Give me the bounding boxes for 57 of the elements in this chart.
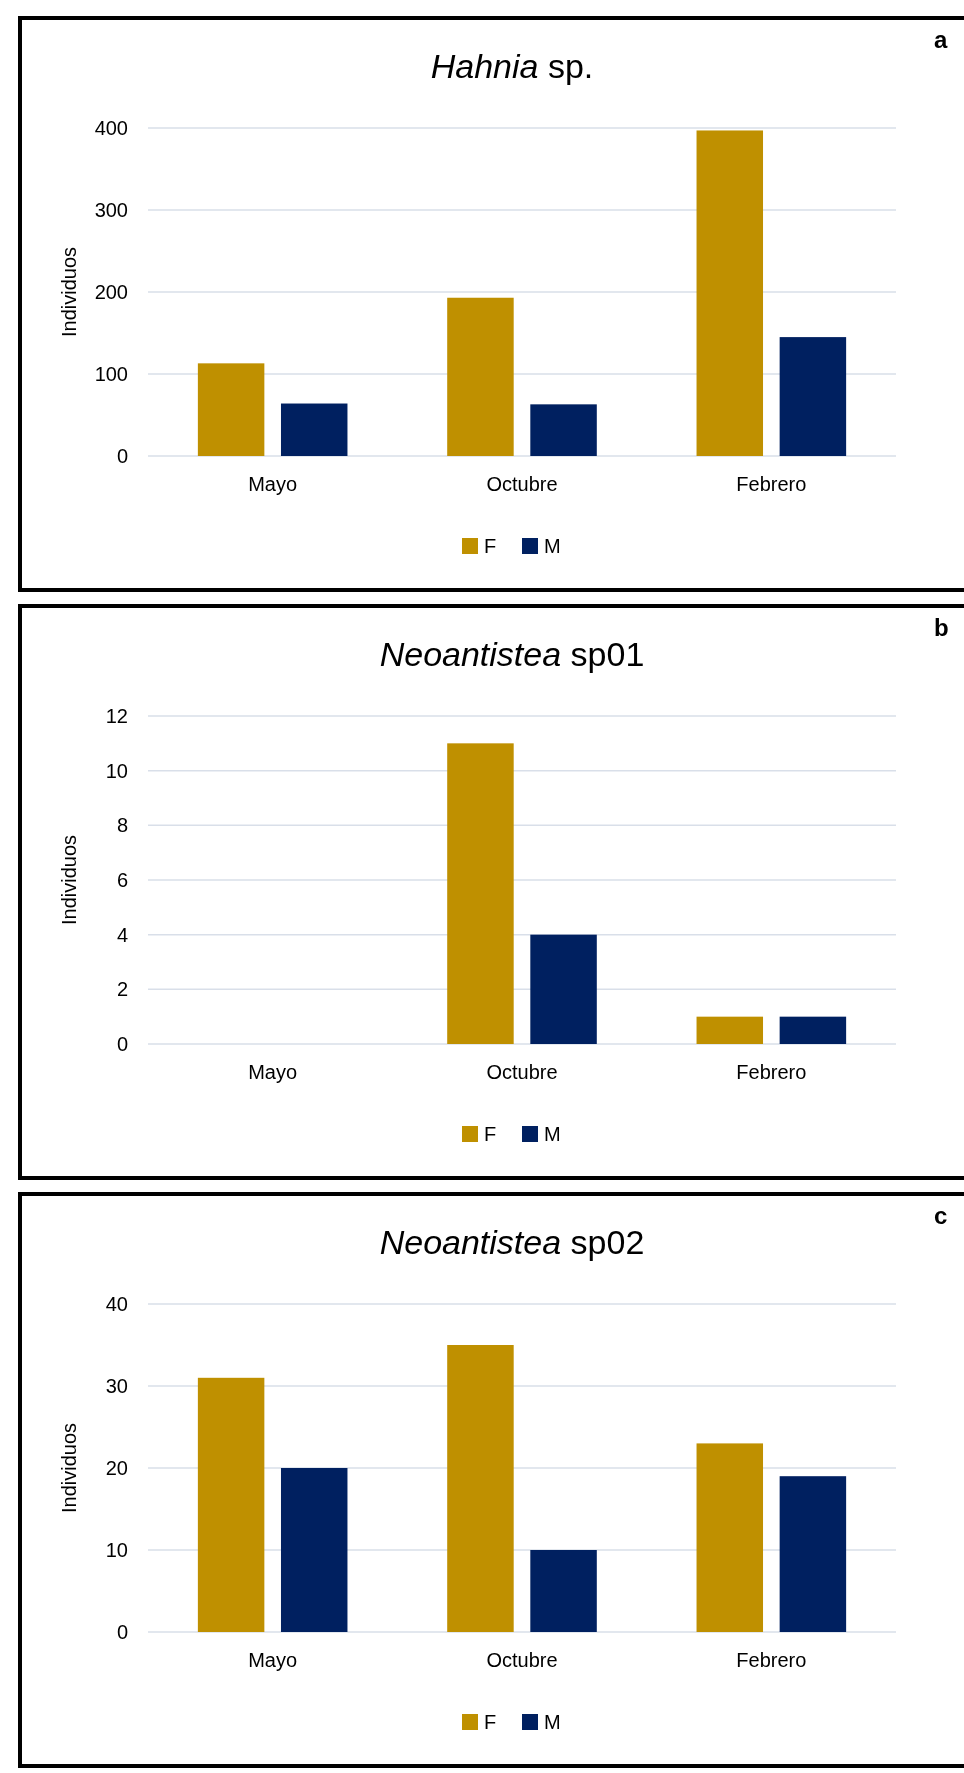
x-tick-label: Febrero: [736, 1061, 807, 1083]
chart-title: Neoantistea sp01: [379, 635, 645, 673]
bar: [280, 1468, 348, 1632]
text: c: [934, 1202, 948, 1229]
bar: [447, 1345, 514, 1632]
bar: [530, 1550, 597, 1632]
bar: [530, 934, 597, 1044]
y-axis-title: Individuos: [58, 834, 80, 926]
y-tick-label: 300: [94, 199, 128, 221]
bar: [280, 403, 348, 456]
legend-label: F: [484, 1123, 497, 1145]
text: b: [934, 614, 949, 641]
legend-label: M: [544, 535, 561, 557]
y-tick-label: 8: [116, 814, 128, 837]
y-tick-label: 0: [116, 1621, 128, 1643]
bar: [197, 1377, 265, 1632]
y-tick-label: 100: [94, 363, 128, 385]
y-tick-label: 6: [116, 869, 128, 891]
y-tick-label: 4: [116, 923, 128, 946]
x-tick-label: Mayo: [248, 1061, 298, 1083]
x-tick-label: Febrero: [736, 473, 807, 495]
legend-label: F: [484, 535, 497, 557]
legend-label: M: [544, 1711, 561, 1733]
y-tick-label: 200: [94, 281, 128, 303]
y-tick-label: 400: [94, 117, 128, 139]
bar: [197, 363, 265, 456]
y-tick-label: 0: [116, 445, 128, 467]
y-axis-title: Individuos: [58, 246, 80, 338]
x-tick-label: Octubre: [486, 473, 558, 495]
text: a: [934, 26, 948, 53]
y-tick-label: 30: [105, 1375, 128, 1397]
y-tick-label: 10: [105, 759, 128, 782]
legend-label: M: [544, 1123, 561, 1145]
y-tick-label: 40: [105, 1293, 128, 1315]
bar: [779, 1016, 847, 1044]
chart-title: Neoantistea sp02: [379, 1223, 645, 1261]
legend-label: F: [484, 1711, 497, 1733]
x-tick-label: Mayo: [248, 473, 298, 495]
bar: [779, 1476, 847, 1632]
x-tick-label: Octubre: [486, 1061, 558, 1083]
bar: [447, 743, 514, 1044]
bar: [696, 130, 764, 456]
y-tick-label: 10: [105, 1539, 128, 1561]
bar: [779, 337, 847, 456]
bar: [447, 297, 514, 456]
x-tick-label: Octubre: [486, 1649, 558, 1671]
chart-title: Hahnia sp.: [430, 47, 594, 85]
bar: [696, 1016, 764, 1044]
y-tick-label: 0: [116, 1033, 128, 1055]
y-axis-title: Individuos: [58, 1422, 80, 1514]
bar: [696, 1443, 764, 1632]
x-tick-label: Febrero: [736, 1649, 807, 1671]
x-tick-label: Mayo: [248, 1649, 298, 1671]
y-tick-label: 2: [116, 978, 128, 1001]
bar: [530, 404, 597, 456]
y-tick-label: 12: [105, 705, 128, 727]
y-tick-label: 20: [105, 1457, 128, 1479]
